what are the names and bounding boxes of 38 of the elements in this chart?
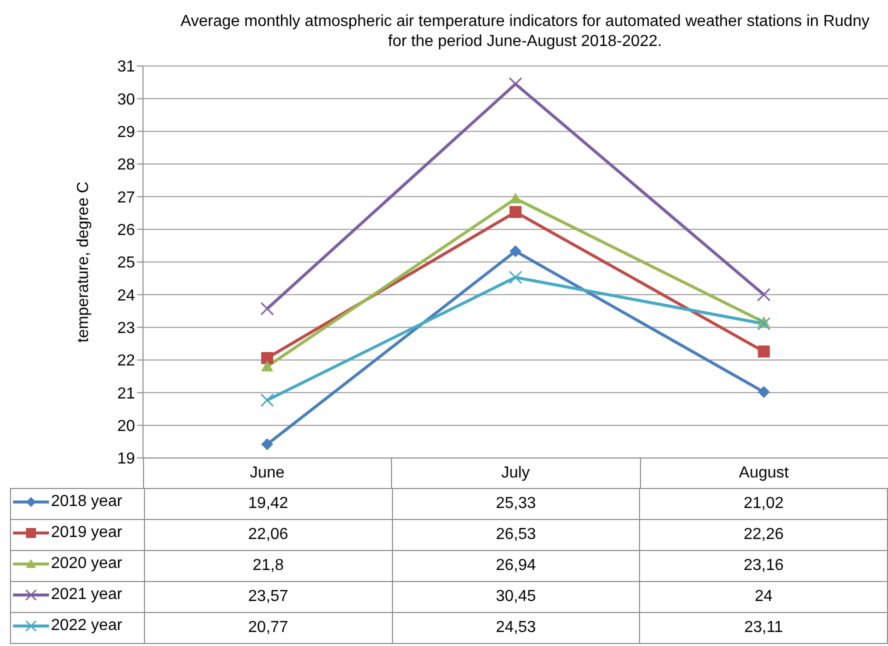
y-tick-label: 31 xyxy=(117,58,136,76)
data-label: 20,77 xyxy=(144,612,392,644)
legend-label: 2022 year xyxy=(51,617,122,635)
data-label: 21,02 xyxy=(640,488,888,520)
data-label: 24 xyxy=(640,582,888,612)
data-label: 19,42 xyxy=(144,488,392,520)
legend-label: 2019 year xyxy=(51,524,122,542)
legend-label: 2018 year xyxy=(51,493,122,511)
y-tick-label: 23 xyxy=(117,320,136,338)
legend-label: 2020 year xyxy=(51,555,122,573)
data-label: 30,45 xyxy=(392,582,640,612)
chart-title: Average monthly atmospheric air temperature indicators for automated weather stations in Rudny for the period June-August 2018-2022. xyxy=(180,12,870,52)
y-axis-title: temperature, degree C xyxy=(75,182,93,342)
y-tick-label: 30 xyxy=(117,91,136,108)
y-tick-label: 26 xyxy=(117,222,136,240)
data-label: 25,33 xyxy=(392,488,640,520)
y-tick-label: 21 xyxy=(117,385,136,402)
y-tick-label: 25 xyxy=(117,254,136,272)
legend-label: 2021 year xyxy=(51,586,122,604)
y-tick-label: 19 xyxy=(117,450,136,468)
data-label: 24,53 xyxy=(392,612,640,644)
data-label: 22,26 xyxy=(640,520,888,550)
x-tick-label: June xyxy=(250,464,285,482)
y-tick-label: 27 xyxy=(117,189,136,206)
data-label: 23,11 xyxy=(640,612,888,644)
x-tick-label: July xyxy=(501,464,530,482)
x-tick-label: August xyxy=(738,464,790,482)
data-label: 26,94 xyxy=(392,550,640,582)
y-tick-label: 22 xyxy=(117,352,136,370)
data-label: 22,06 xyxy=(144,520,392,550)
data-label: 21,8 xyxy=(144,550,392,582)
y-tick-label: 24 xyxy=(117,287,136,304)
y-tick-label: 28 xyxy=(117,156,136,174)
y-tick-label: 29 xyxy=(117,124,136,142)
data-label: 23,57 xyxy=(144,582,392,612)
data-label: 26,53 xyxy=(392,520,640,550)
y-tick-label: 20 xyxy=(117,418,136,436)
data-label: 23,16 xyxy=(640,550,888,582)
